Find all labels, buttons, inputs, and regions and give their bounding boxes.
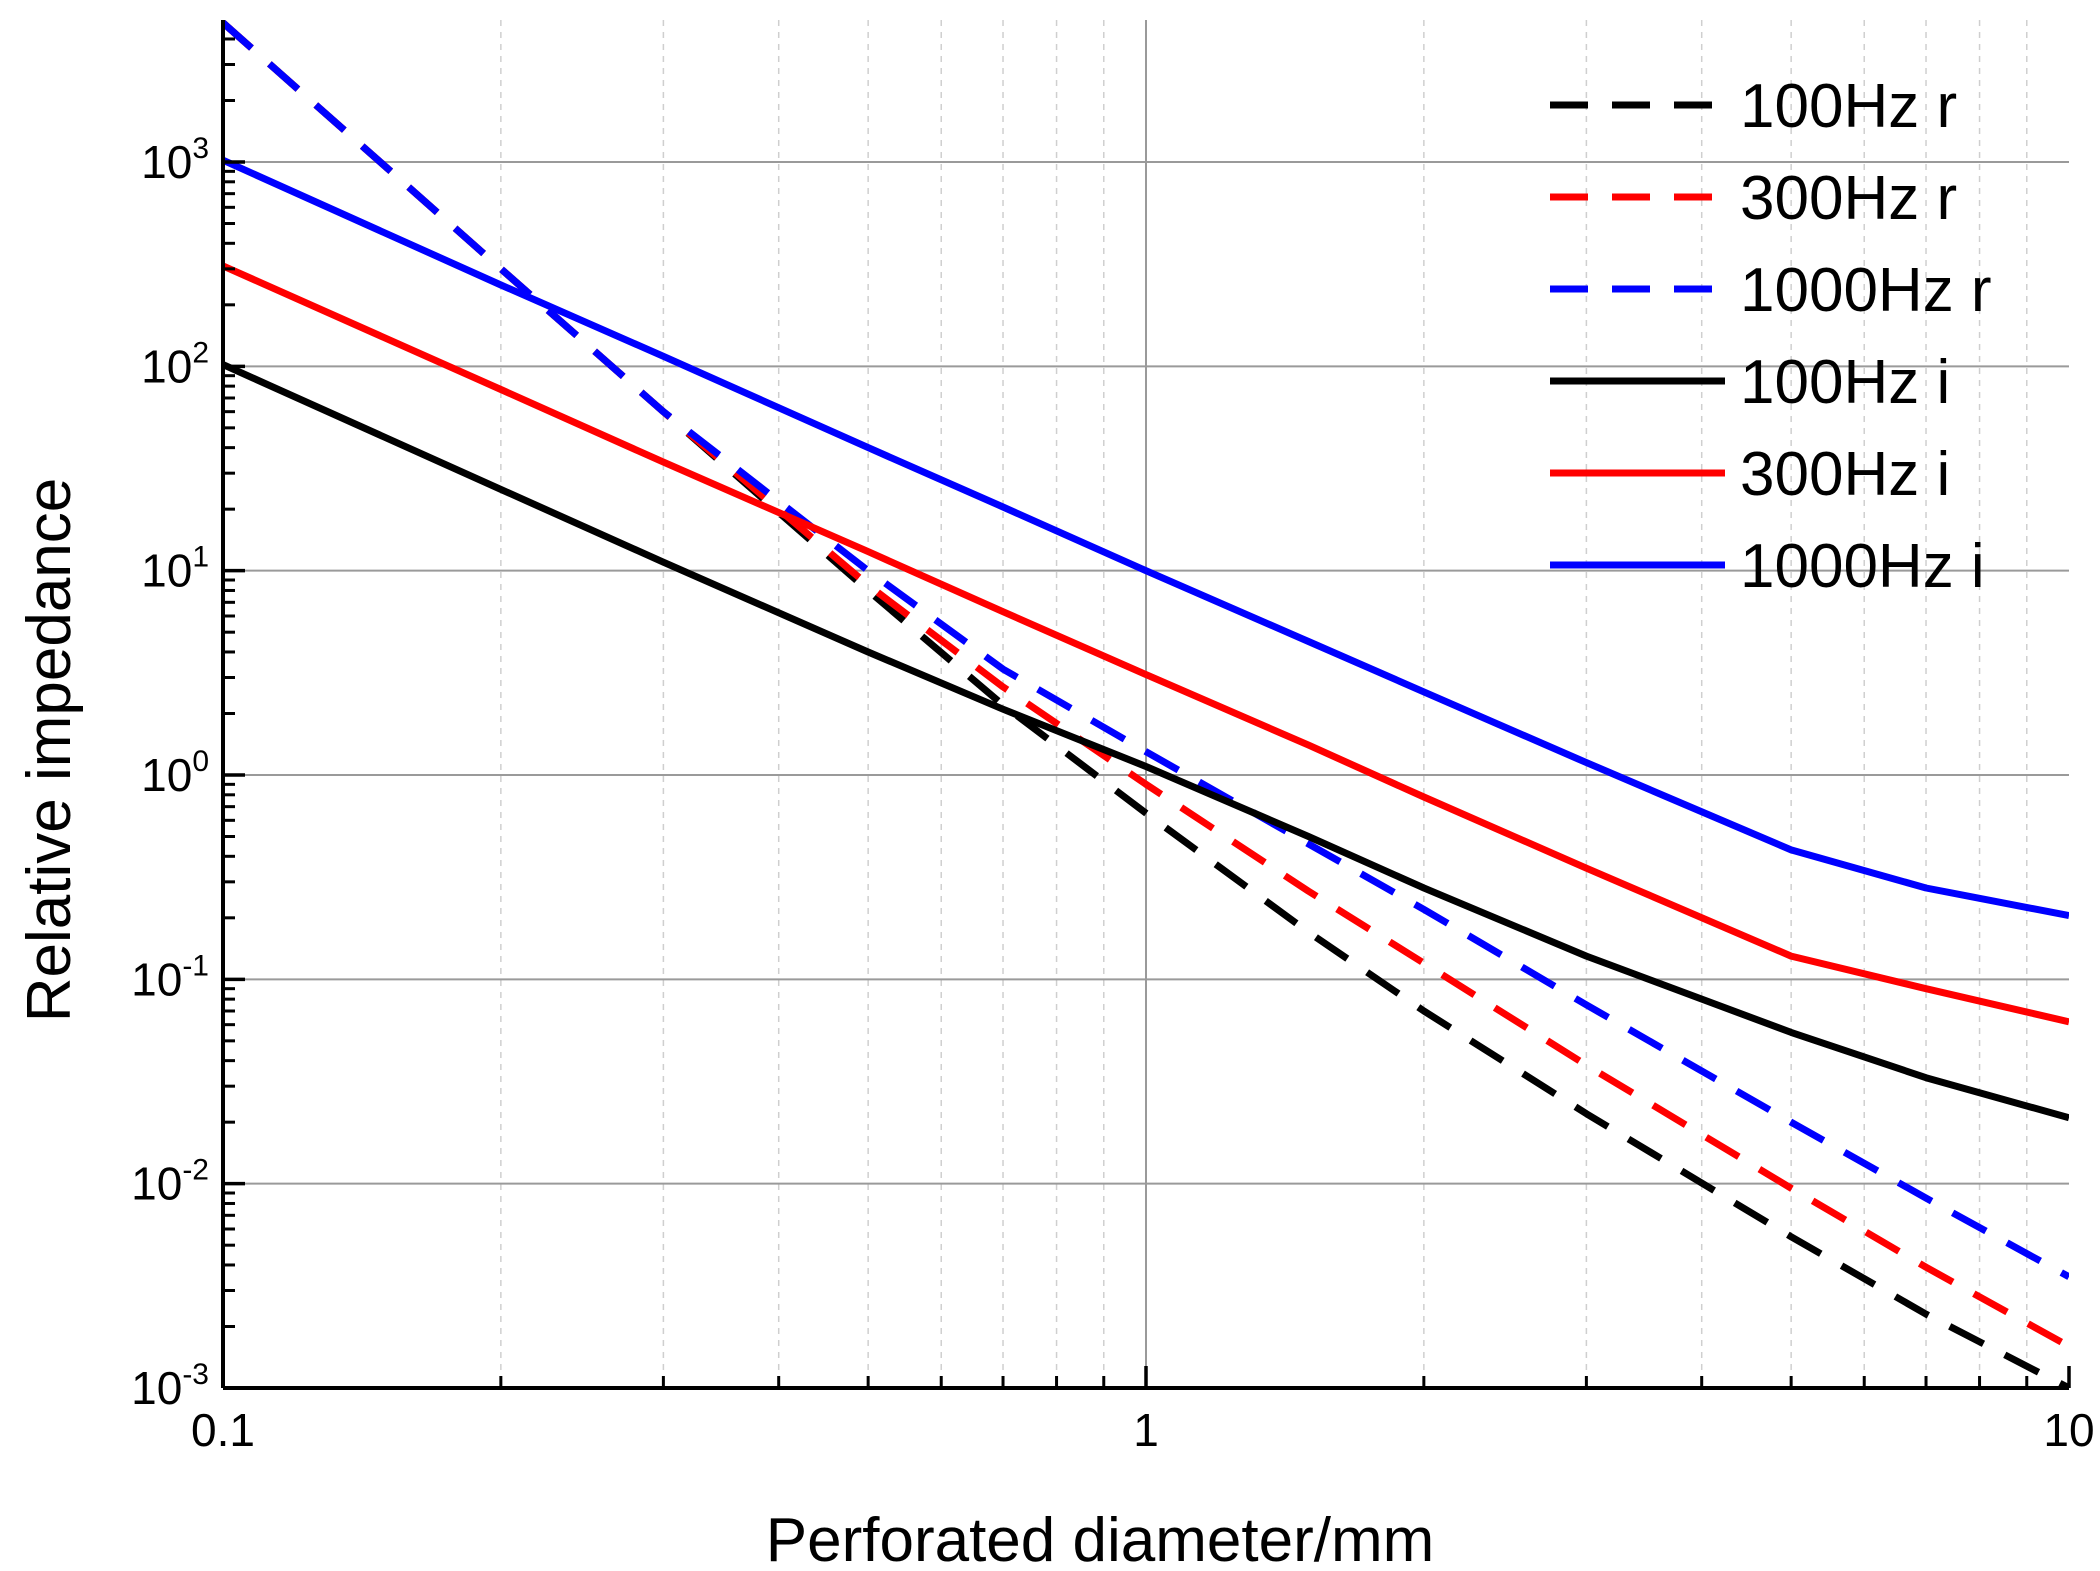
y-tick-label: 10-3: [131, 1358, 209, 1414]
x-tick-label: 1: [1133, 1404, 1159, 1456]
series-line-100hz-r: [223, 20, 2069, 1388]
legend-label: 100Hz i: [1740, 348, 1950, 417]
tick-labels: 0.1 1 10 10-3 10-2 10-1 100 101 102 103: [131, 132, 2094, 1456]
y-tick-label: 101: [141, 541, 209, 597]
series-line-1000hz-i: [223, 157, 2069, 920]
y-tick-label: 103: [141, 132, 209, 188]
y-tick-label: 102: [141, 336, 209, 392]
x-tick-label: 0.1: [191, 1404, 255, 1456]
legend-label: 1000Hz r: [1740, 256, 1992, 325]
tick-marks: [221, 37, 2071, 1390]
series-layer: [223, 20, 2069, 1388]
legend: 100Hz r 300Hz r 1000Hz r 100Hz i 300Hz i 1000…: [1550, 72, 1992, 601]
x-axis-title: Perforated diameter/mm: [766, 1506, 1434, 1571]
legend-label: 100Hz r: [1740, 72, 1957, 141]
y-tick-label: 10-2: [131, 1154, 209, 1210]
series-line-300hz-i: [223, 262, 2069, 1026]
x-tick-label: 10: [2043, 1404, 2094, 1456]
legend-label: 300Hz r: [1740, 164, 1957, 233]
series-line-300hz-r: [223, 20, 2069, 1350]
legend-label: 1000Hz i: [1740, 532, 1985, 601]
y-tick-label: 10-1: [131, 949, 209, 1005]
series-line-100hz-i: [223, 361, 2069, 1122]
y-axis-title: Relative impedance: [15, 478, 84, 1023]
legend-label: 300Hz i: [1740, 440, 1950, 509]
y-tick-label: 100: [141, 745, 209, 801]
major-gridlines: [223, 20, 2069, 1388]
